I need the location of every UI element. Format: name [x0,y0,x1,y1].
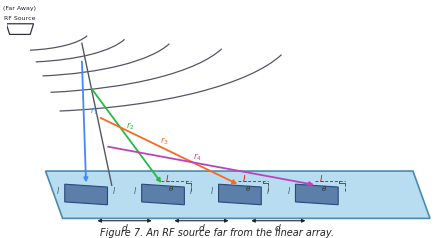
Text: $r_4$: $r_4$ [193,151,201,163]
Text: $r_2$: $r_2$ [126,120,135,132]
Text: $l$: $l$ [112,184,115,196]
Polygon shape [295,184,337,205]
Text: $L$: $L$ [241,173,247,184]
Polygon shape [65,184,107,205]
Text: RF Source: RF Source [4,16,36,21]
Polygon shape [218,184,261,205]
Polygon shape [6,24,33,35]
Polygon shape [46,171,429,218]
Text: $d$: $d$ [197,222,205,233]
Text: $L$: $L$ [318,173,324,184]
Text: $\theta$: $\theta$ [321,184,327,193]
Text: $r_1$: $r_1$ [90,106,99,118]
Text: $d$: $d$ [274,222,282,233]
Text: $l$: $l$ [265,184,269,196]
Text: $L$: $L$ [164,173,171,184]
Text: $\theta$: $\theta$ [167,184,174,193]
Text: $\theta$: $\theta$ [244,184,250,193]
Text: Figure 7. An RF source far from the linear array.: Figure 7. An RF source far from the line… [100,228,334,238]
Text: $l$: $l$ [133,184,137,196]
Text: $d$: $d$ [120,222,128,233]
Text: (Far Away): (Far Away) [3,6,36,11]
Text: $l$: $l$ [188,184,192,196]
Text: $l$: $l$ [286,184,290,196]
Text: $l$: $l$ [210,184,214,196]
Text: $r_3$: $r_3$ [160,135,169,147]
Text: $l$: $l$ [56,184,60,196]
Polygon shape [141,184,184,205]
